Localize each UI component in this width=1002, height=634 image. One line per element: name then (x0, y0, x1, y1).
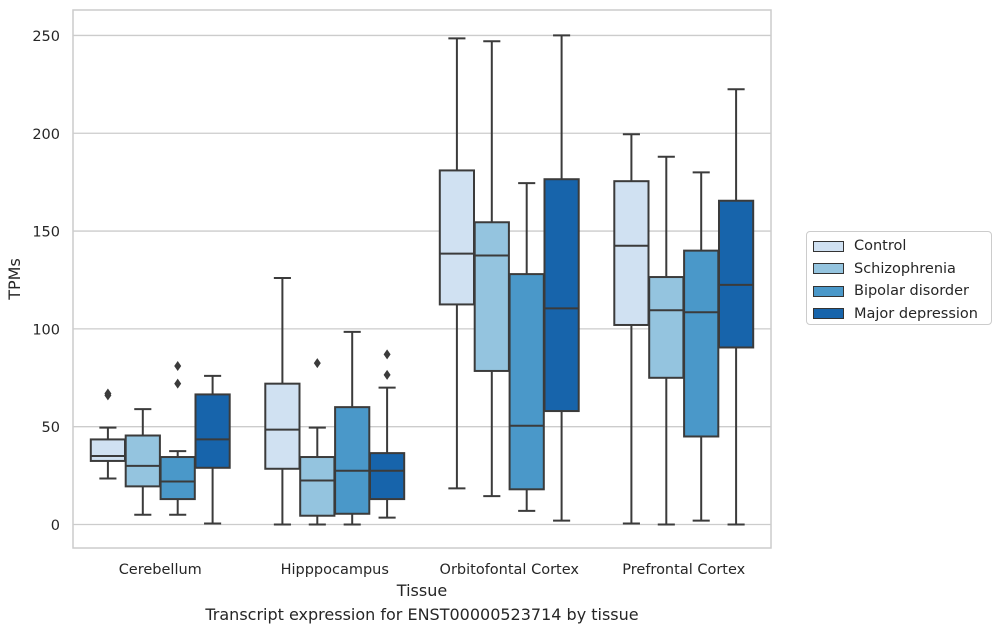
x-axis-ticks: Cerebellum Hipppocampus Orbitofontal Corte… (119, 562, 746, 578)
outlier-point (174, 378, 182, 389)
legend-swatch (813, 263, 844, 275)
x-tick-label: Hipppocampus (281, 562, 389, 578)
y-tick-label: 50 (42, 420, 60, 436)
box-plot-series (89, 34, 755, 526)
x-axis-label: Tissue (396, 581, 447, 600)
legend-item-bipolar-disorder: Bipolar disorder (813, 280, 991, 303)
box (334, 406, 371, 515)
y-axis-ticks: 0 50 100 150 200 250 (32, 29, 60, 534)
legend-label: Bipolar disorder (854, 283, 969, 300)
figure-caption: Transcript expression for ENST0000052371… (205, 605, 639, 624)
grid-lines (73, 34, 771, 526)
x-tick-label: Orbitofontal Cortex (440, 562, 580, 578)
outlier-point (313, 358, 321, 369)
plot-frame (72, 9, 772, 549)
box (368, 452, 406, 501)
x-tick-label: Cerebellum (119, 562, 202, 578)
outlier-point (383, 349, 391, 360)
box (473, 221, 510, 372)
box (89, 438, 127, 462)
box (438, 169, 476, 306)
box (648, 276, 685, 379)
y-tick-label: 250 (32, 29, 60, 45)
legend-label: Schizophrenia (854, 260, 956, 277)
legend-label: Major depression (854, 305, 978, 322)
y-tick-label: 150 (32, 225, 60, 241)
y-tick-label: 100 (32, 322, 60, 338)
legend-swatch (813, 285, 844, 297)
box (717, 199, 755, 349)
box (159, 456, 196, 501)
box (194, 393, 231, 469)
legend-swatch (813, 240, 844, 252)
legend-swatch (813, 308, 844, 320)
outlier-point (104, 388, 112, 399)
legend-item-schizophrenia: Schizophrenia (813, 258, 991, 281)
legend-item-major-depression: Major depression (813, 303, 991, 326)
outlier-point (383, 369, 391, 380)
box-plot-chart: 0 50 100 150 200 250 Cerebellum Hipppocampus Or… (5, 9, 772, 600)
outlier-point (174, 361, 182, 372)
box (613, 180, 650, 326)
box (508, 273, 545, 491)
y-tick-label: 200 (32, 127, 60, 143)
y-axis-label: TPMs (5, 258, 24, 301)
box (683, 249, 720, 438)
legend-label: Control (854, 238, 907, 255)
legend-item-control: Control (813, 235, 991, 258)
box (543, 178, 580, 413)
legend: Control Schizophrenia Bipolar disorder M… (806, 231, 992, 325)
box (124, 434, 161, 488)
y-tick-label: 0 (51, 518, 60, 534)
box (299, 456, 336, 517)
x-tick-label: Prefrontal Cortex (622, 562, 745, 578)
box (264, 382, 301, 470)
